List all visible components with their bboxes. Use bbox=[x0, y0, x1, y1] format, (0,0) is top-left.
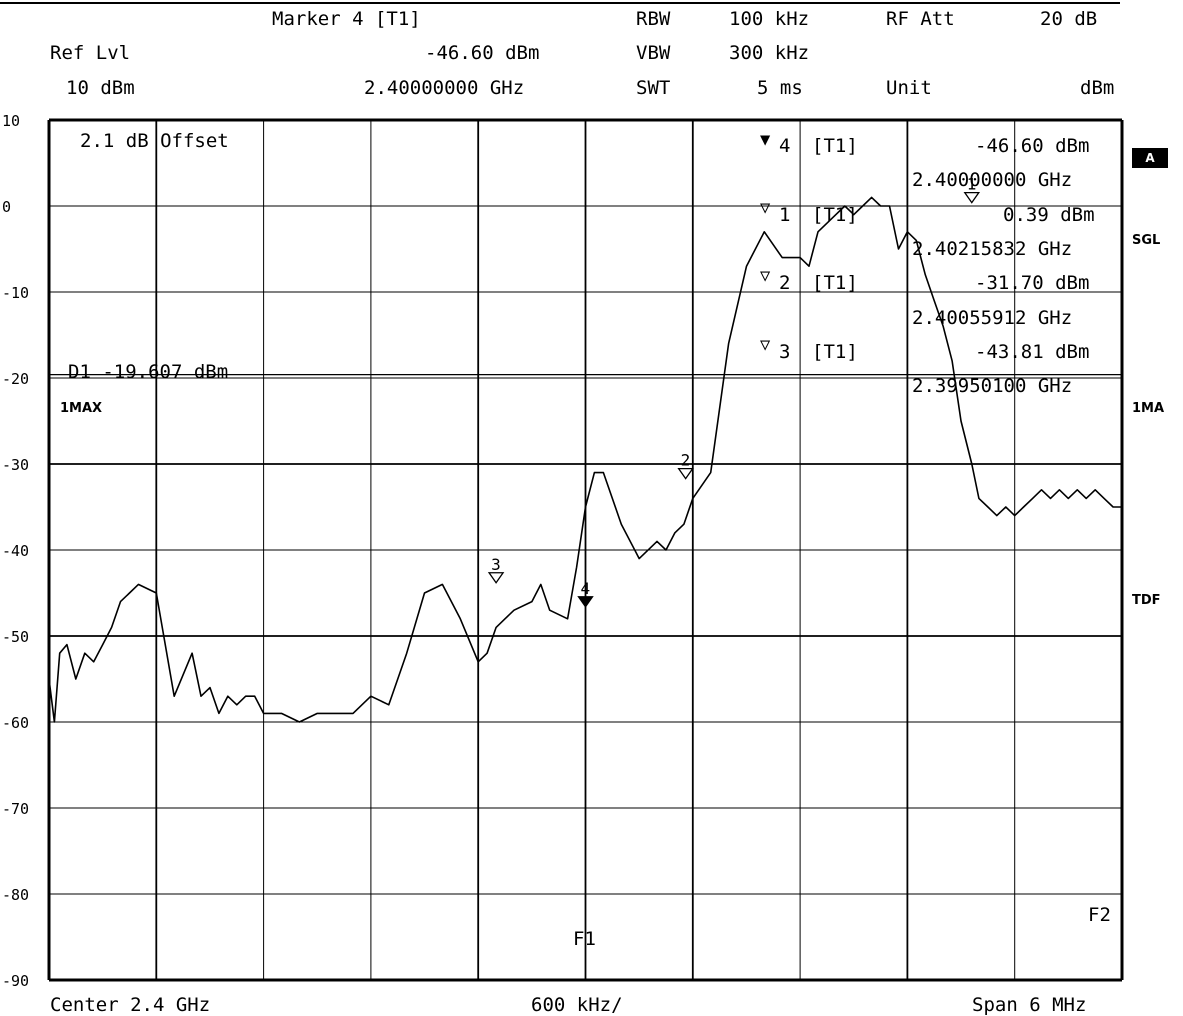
center-frequency: Center 2.4 GHz bbox=[50, 994, 211, 1016]
y-tick-label: -80 bbox=[2, 886, 29, 904]
max-hold-label: 1MAX bbox=[60, 401, 103, 416]
marker-level: -43.81 dBm bbox=[975, 341, 1090, 363]
marker-symbol: ▽ bbox=[760, 198, 771, 218]
marker-number-label: 4 bbox=[581, 579, 591, 598]
rf-att-label: RF Att bbox=[886, 8, 955, 30]
y-tick-label: -40 bbox=[2, 542, 29, 560]
marker-triangle-icon bbox=[577, 596, 594, 608]
marker-symbol: ▽ bbox=[760, 335, 771, 355]
sgl-label: SGL bbox=[1132, 233, 1161, 248]
display-line-label: D1 -19.607 dBm bbox=[68, 361, 229, 383]
y-tick-label: -70 bbox=[2, 800, 29, 818]
rbw-label: RBW bbox=[636, 8, 671, 30]
y-tick-label: -20 bbox=[2, 370, 29, 388]
y-tick-label: -10 bbox=[2, 284, 29, 302]
ref-lvl-value: 10 dBm bbox=[66, 77, 135, 99]
marker-symbol: ▼ bbox=[760, 130, 771, 150]
unit-value: dBm bbox=[1080, 77, 1115, 99]
rf-att-value: 20 dB bbox=[1040, 8, 1098, 30]
marker-id: 4 bbox=[779, 135, 791, 157]
marker-trace: [T1] bbox=[812, 341, 858, 363]
marker-trace: [T1] bbox=[812, 272, 858, 294]
rbw-value: 100 kHz bbox=[729, 8, 810, 30]
y-tick-label: -60 bbox=[2, 714, 29, 732]
marker-frequency: 2.40215832 GHz bbox=[912, 238, 1073, 260]
marker-trace: [T1] bbox=[812, 204, 858, 226]
marker-triangle-icon bbox=[677, 467, 694, 480]
y-tick-label: 0 bbox=[2, 198, 11, 216]
vbw-label: VBW bbox=[636, 42, 671, 64]
span: Span 6 MHz bbox=[972, 994, 1087, 1016]
marker-triangle-icon bbox=[963, 191, 981, 204]
marker-trace: [T1] bbox=[812, 135, 858, 157]
y-tick-label: -30 bbox=[2, 456, 29, 474]
marker-level: 0.39 dBm bbox=[1003, 204, 1095, 226]
marker-level: -46.60 dBm bbox=[425, 42, 540, 64]
marker-number-label: 1 bbox=[967, 175, 977, 194]
marker-triangle-icon bbox=[487, 572, 505, 584]
marker-number-label: 2 bbox=[681, 451, 691, 470]
spectrum-trace bbox=[48, 196, 1122, 723]
marker-layer: 1 2 3 4 bbox=[487, 175, 981, 608]
marker-level: -31.70 dBm bbox=[975, 272, 1090, 294]
marker-number-label: 3 bbox=[491, 555, 501, 574]
marker-title: Marker 4 [T1] bbox=[272, 8, 421, 30]
marker-id: 3 bbox=[779, 341, 791, 363]
marker-id: 1 bbox=[779, 204, 791, 226]
marker-frequency: 2.40000000 GHz bbox=[912, 169, 1073, 191]
f2-label: F2 bbox=[1088, 904, 1111, 926]
marker-frequency: 2.40055912 GHz bbox=[912, 307, 1073, 329]
marker-frequency: 2.40000000 GHz bbox=[364, 77, 525, 99]
vbw-value: 300 kHz bbox=[729, 42, 810, 64]
ref-lvl-label: Ref Lvl bbox=[50, 42, 131, 64]
y-tick-label: -50 bbox=[2, 628, 29, 646]
marker-symbol: ▽ bbox=[760, 266, 771, 286]
unit-label: Unit bbox=[886, 77, 932, 99]
marker-frequency: 2.39950100 GHz bbox=[912, 375, 1073, 397]
trace-mode-label: 1MA bbox=[1132, 401, 1165, 416]
swt-label: SWT bbox=[636, 77, 671, 99]
y-tick-label: -90 bbox=[2, 972, 29, 990]
trace-a-badge: A bbox=[1132, 148, 1168, 168]
marker-level: -46.60 dBm bbox=[975, 135, 1090, 157]
trace-layer bbox=[48, 196, 1122, 723]
offset-annotation: 2.1 dB Offset bbox=[80, 130, 229, 152]
swt-value: 5 ms bbox=[757, 77, 803, 99]
f1-label: F1 bbox=[573, 928, 596, 950]
tdf-label: TDF bbox=[1132, 593, 1161, 608]
chart-overlays bbox=[49, 120, 1122, 980]
frequency-per-division: 600 kHz/ bbox=[531, 994, 623, 1016]
y-tick-label: 10 bbox=[2, 112, 20, 130]
y-axis: 10 0 -10 -20 -30 -40 -50 -60 -70 -80 -90 bbox=[2, 112, 29, 990]
marker-id: 2 bbox=[779, 272, 791, 294]
